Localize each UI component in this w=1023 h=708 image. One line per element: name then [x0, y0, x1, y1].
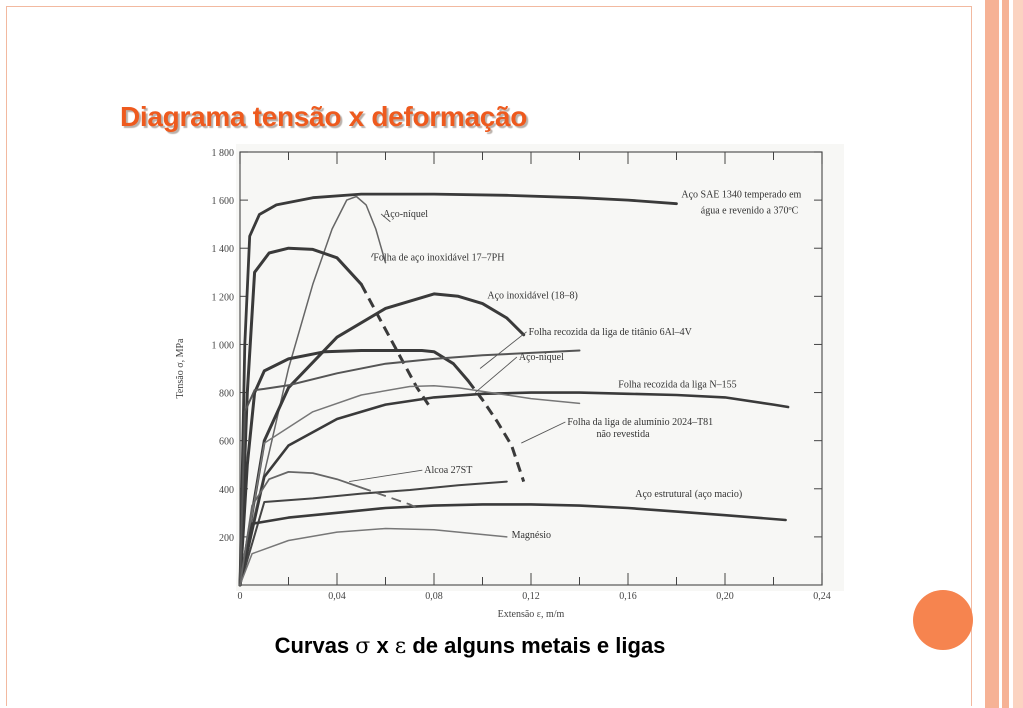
y-tick-label: 1 200: [212, 292, 235, 303]
curve-line: [238, 349, 470, 587]
annotation-leader: [479, 331, 527, 369]
decorative-circle: [913, 590, 973, 650]
x-tick-label: 0,24: [813, 591, 831, 602]
series-label: Folha da liga de alumínio 2024–T81: [567, 417, 713, 428]
series-label: Aço estrutural (aço macio): [635, 489, 742, 500]
curve-line-fracture: [359, 283, 433, 411]
caption-epsilon: ε: [394, 634, 407, 659]
right-stripe-wide: [985, 0, 999, 708]
curve-line: [238, 292, 526, 587]
curve-line: [239, 471, 363, 586]
y-tick-label: 1 400: [212, 244, 235, 255]
series-label: Aço SAE 1340 temperado em: [681, 190, 801, 201]
series-label: Folha recozida da liga de titânio 6Al–4V: [529, 327, 693, 338]
x-tick-label: 0,20: [716, 591, 734, 602]
series-label: Folha recozida da liga N–155: [618, 380, 736, 391]
x-tick-label: 0,16: [619, 591, 637, 602]
y-tick-label: 1 000: [212, 340, 235, 351]
series-label: Aço-níquel: [383, 209, 428, 220]
x-tick-label: 0,04: [328, 591, 346, 602]
curve-line: [239, 480, 508, 586]
annotation-leader: [370, 252, 374, 258]
caption-prefix: Curvas: [274, 633, 356, 658]
series-label-line2: não revestida: [596, 429, 650, 440]
y-axis-label: Tensão σ, MPa: [175, 338, 186, 399]
curve-line: [239, 527, 508, 586]
slide-title: Diagrama tensão x deformação: [120, 101, 528, 132]
y-tick-label: 1 800: [212, 148, 235, 159]
annotation-leader: [474, 356, 518, 393]
x-tick-label: 0: [238, 591, 243, 602]
y-tick-label: 800: [219, 389, 234, 400]
caption-sigma: σ: [355, 634, 371, 659]
curve-line-fracture: [361, 486, 418, 509]
right-stripe-thin: [1002, 0, 1009, 708]
x-tick-label: 0,08: [425, 591, 443, 602]
series-label: Folha de aço inoxidável 17–7PH: [373, 252, 504, 263]
y-tick-label: 200: [219, 533, 234, 544]
curve-line: [239, 349, 581, 586]
x-tick-label: 0,12: [522, 591, 540, 602]
caption-suffix: de alguns metais e ligas: [406, 633, 666, 658]
curve-line: [238, 192, 678, 587]
curve-line: [239, 385, 581, 586]
curve-line: [238, 246, 363, 587]
slide-frame: [6, 6, 972, 706]
right-stripe-edge: [1013, 0, 1023, 708]
series-label-line2: água e revenido a 370ºC: [701, 205, 799, 216]
annotation-leader: [349, 469, 423, 483]
slide-caption: Curvas σ x ε de alguns metais e ligas: [0, 633, 940, 659]
series-label: Aço inoxidável (18–8): [487, 291, 578, 302]
series-label: Magnésio: [512, 530, 551, 541]
y-tick-label: 1 600: [212, 196, 235, 207]
curve-line: [238, 391, 790, 587]
series-label: Alcoa 27ST: [424, 465, 472, 476]
curve-line: [238, 503, 787, 587]
x-axis-label: Extensão ε, m/m: [498, 609, 565, 620]
caption-x: x: [370, 633, 395, 658]
annotation-leader: [521, 421, 566, 444]
y-tick-label: 600: [219, 437, 234, 448]
annotation-leader: [380, 213, 391, 223]
series-label: Aço-níquel: [519, 352, 564, 363]
y-tick-label: 400: [219, 485, 234, 496]
